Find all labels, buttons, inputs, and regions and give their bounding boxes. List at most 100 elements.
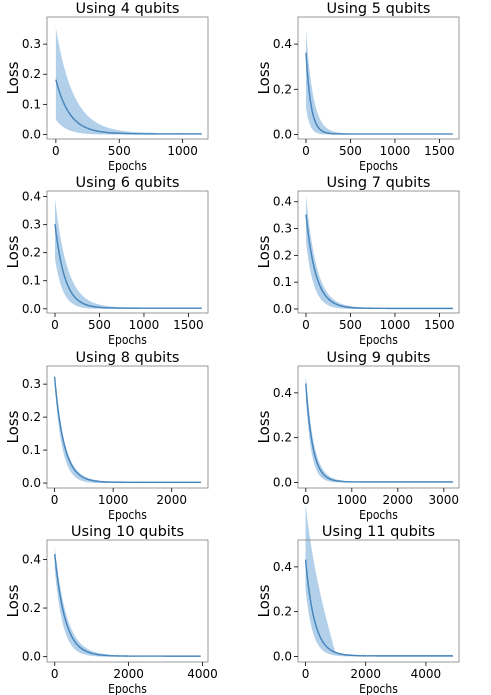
- x-tick-label: 1000: [167, 144, 198, 158]
- loss-spread-band: [55, 198, 202, 309]
- mean-loss-line-highlight: [305, 383, 454, 483]
- mean-loss-line-highlight: [305, 52, 453, 135]
- loss-chart-svg: Using 4 qubits Loss Epochs 0.0 0.1 0.2 0.3 0 500…: [4, 1, 209, 173]
- loss-chart-svg: Using 8 qubits Loss Epochs 0.0 0.1 0.2 0.3 0 100…: [4, 350, 209, 522]
- loss-panel-10-qubits: Using 10 qubits Loss Epochs 0.0 0.2 0.4 0 2000 4…: [0, 523, 240, 695]
- loss-spread-band: [306, 195, 453, 309]
- x-axis-label: Epochs: [359, 682, 398, 695]
- loss-chart-svg: Using 7 qubits Loss Epochs 0.0 0.1 0.2 0.3 0.4 0…: [255, 175, 460, 347]
- chart-title: Using 4 qubits: [76, 1, 180, 17]
- x-tick-label: 1000: [98, 493, 129, 507]
- mean-loss-line-highlight: [55, 79, 202, 135]
- y-tick-label: 0.1: [22, 97, 41, 111]
- y-tick-label: 0.3: [273, 222, 292, 236]
- loss-spread-band: [306, 29, 453, 135]
- y-tick-label: 0.2: [273, 82, 292, 96]
- y-axis-label: Loss: [4, 61, 22, 94]
- y-tick-label: 0.1: [22, 443, 41, 457]
- x-tick-label: 1000: [129, 318, 160, 332]
- x-tick-label: 2000: [156, 493, 187, 507]
- loss-chart-svg: Using 6 qubits Loss Epochs 0.0 0.1 0.2 0.3 0.4 0…: [4, 175, 209, 347]
- x-tick-label: 0: [302, 144, 310, 158]
- y-tick-label: 0.0: [273, 649, 292, 663]
- x-tick-label: 1000: [380, 318, 411, 332]
- chart-title: Using 6 qubits: [76, 175, 180, 191]
- chart-title: Using 8 qubits: [76, 350, 180, 366]
- x-tick-label: 0: [52, 144, 60, 158]
- mean-loss-line: [305, 52, 453, 135]
- x-axis-label: Epochs: [359, 159, 398, 173]
- y-axis-label: Loss: [255, 61, 273, 94]
- y-axis-label: Loss: [4, 235, 22, 268]
- x-tick-label: 0: [51, 667, 59, 681]
- loss-spread-band: [54, 372, 201, 484]
- mean-loss-line-highlight: [54, 376, 201, 483]
- plot-frame: [46, 365, 209, 489]
- mean-loss-line-highlight: [54, 554, 201, 657]
- y-axis-label: Loss: [255, 584, 273, 617]
- x-tick-label: 0: [302, 493, 310, 507]
- x-axis-label: Epochs: [359, 508, 398, 522]
- x-axis-label: Epochs: [108, 682, 147, 695]
- y-tick-label: 0.0: [22, 476, 41, 490]
- y-tick-label: 0.3: [22, 377, 41, 391]
- x-tick-label: 2000: [383, 493, 414, 507]
- y-tick-label: 0.0: [22, 127, 41, 141]
- plot-frame: [297, 190, 460, 314]
- y-tick-label: 0.2: [22, 410, 41, 424]
- x-tick-label: 1000: [337, 493, 368, 507]
- chart-title: Using 11 qubits: [322, 524, 435, 540]
- loss-spread-band: [55, 27, 202, 135]
- loss-spread-band: [305, 374, 454, 483]
- mean-loss-line-highlight: [54, 224, 202, 309]
- loss-spread-band: [305, 504, 453, 657]
- x-tick-label: 0: [302, 318, 310, 332]
- loss-panel-11-qubits: Using 11 qubits Loss Epochs 0.0 0.2 0.4 0 2000 4…: [251, 504, 491, 695]
- x-tick-label: 0: [302, 667, 310, 681]
- x-tick-label: 4000: [187, 667, 218, 681]
- x-tick-label: 500: [108, 144, 131, 158]
- x-tick-label: 500: [339, 318, 362, 332]
- loss-panel-7-qubits: Using 7 qubits Loss Epochs 0.0 0.1 0.2 0.3 0.4 0…: [251, 174, 491, 347]
- mean-loss-line-highlight: [305, 214, 453, 309]
- plot-frame: [46, 190, 209, 314]
- mean-loss-line-highlight: [305, 559, 453, 657]
- y-tick-label: 0.0: [273, 475, 292, 489]
- y-tick-label: 0.2: [22, 67, 41, 81]
- y-tick-label: 0.0: [22, 650, 41, 664]
- x-tick-label: 1500: [173, 318, 204, 332]
- loss-panel-6-qubits: Using 6 qubits Loss Epochs 0.0 0.1 0.2 0.3 0.4 0…: [0, 174, 240, 347]
- x-tick-label: 3000: [429, 493, 460, 507]
- chart-title: Using 9 qubits: [327, 350, 431, 366]
- y-tick-label: 0.2: [273, 248, 292, 262]
- y-axis-label: Loss: [255, 410, 273, 443]
- x-tick-label: 1000: [380, 144, 411, 158]
- y-tick-label: 0.0: [273, 302, 292, 316]
- mean-loss-line: [53, 376, 201, 484]
- x-tick-label: 4000: [411, 667, 442, 681]
- y-tick-label: 0.4: [273, 560, 292, 574]
- x-tick-label: 1500: [424, 144, 455, 158]
- x-axis-label: Epochs: [108, 508, 147, 522]
- y-tick-label: 0.2: [22, 246, 41, 260]
- plot-frame: [297, 365, 460, 489]
- x-tick-label: 0: [51, 493, 59, 507]
- mean-loss-line: [305, 383, 454, 483]
- x-axis-label: Epochs: [108, 159, 147, 173]
- y-tick-label: 0.1: [273, 275, 292, 289]
- loss-chart-svg: Using 11 qubits Loss Epochs 0.0 0.2 0.4 0 2000 4…: [255, 504, 460, 695]
- y-tick-label: 0.3: [22, 218, 41, 232]
- chart-title: Using 5 qubits: [327, 1, 431, 17]
- y-tick-label: 0.4: [22, 190, 41, 204]
- loss-panel-4-qubits: Using 4 qubits Loss Epochs 0.0 0.1 0.2 0.3 0 500…: [0, 0, 240, 173]
- loss-panel-5-qubits: Using 5 qubits Loss Epochs 0.0 0.2 0.4 0 500 100…: [251, 0, 491, 173]
- y-tick-label: 0.0: [22, 302, 41, 316]
- y-tick-label: 0.0: [273, 127, 292, 141]
- y-axis-label: Loss: [4, 410, 22, 443]
- x-tick-label: 2000: [113, 667, 144, 681]
- y-tick-label: 0.4: [22, 552, 41, 566]
- y-tick-label: 0.2: [22, 601, 41, 615]
- chart-title: Using 7 qubits: [327, 175, 431, 191]
- plot-frame: [46, 539, 209, 663]
